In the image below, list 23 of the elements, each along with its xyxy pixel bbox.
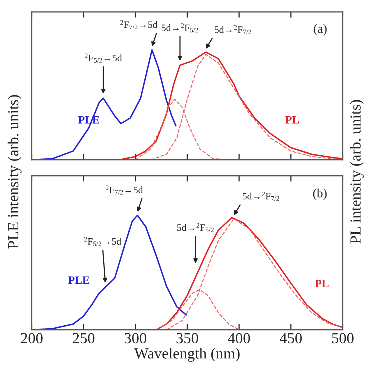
series-label: PLE [68,276,90,284]
annotation: 5d→$^{2}$F$_{5/2}$ [162,24,198,33]
annotation: $^{2}$F$_{5/2}$→5d [84,237,122,246]
x-axis-title: Wavelength (nm) [134,348,240,362]
annotation: 5d→$^{2}$F$_{7/2}$ [243,192,280,201]
annotation: 5d→$^{2}$F$_{5/2}$ [178,223,214,232]
series-label: PL [286,116,300,124]
x-tick-label: 400 [228,333,250,344]
y-axis-title: PLE intensity (arb. units) [8,95,22,249]
x-tick-label: 200 [21,333,43,344]
annotation: $^{2}$F$_{7/2}$→5d [106,186,144,195]
x-tick-label: 250 [73,333,95,344]
annotation: $^{2}$F$_{7/2}$→5d [120,20,158,30]
annotation: 5d→$^{2}$F$_{7/2}$ [215,25,252,34]
x-tick-label: 450 [280,333,302,344]
y2-axis-title: PL intensity (arb. units) [350,100,364,244]
x-tick-label: 500 [332,333,354,344]
x-tick-label: 350 [176,333,198,344]
annotation: $^{2}$F$_{5/2}$→5d [85,54,122,63]
text: (a) [314,24,327,36]
x-tick-label: 300 [124,333,147,344]
series-label: PL [315,280,329,288]
text: (b) [313,188,327,200]
